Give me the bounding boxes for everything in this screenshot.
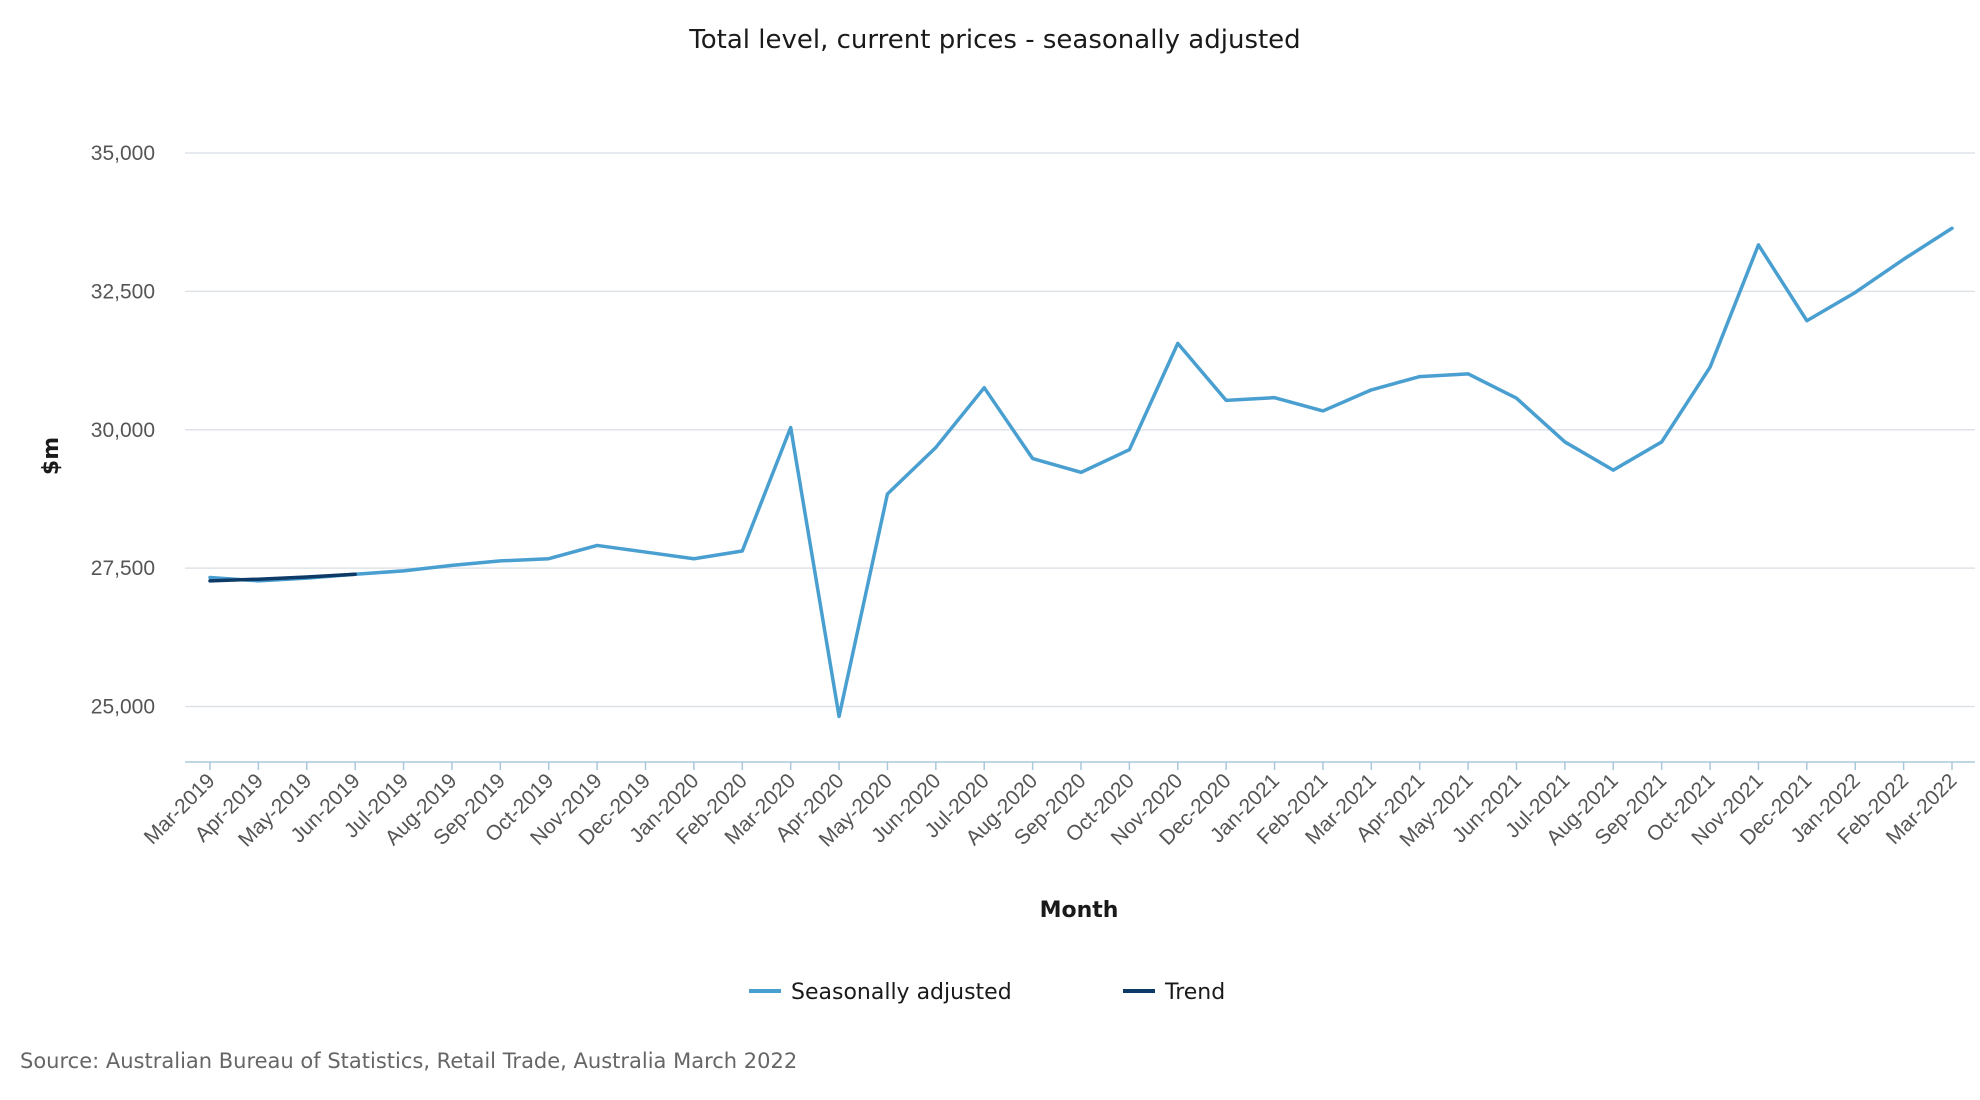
y-tick-label: 27,500 [91, 557, 155, 580]
source-note: Source: Australian Bureau of Statistics,… [20, 1049, 797, 1073]
grid-lines [185, 152, 1975, 708]
legend: Seasonally adjusted Trend [749, 980, 1225, 1005]
series-line-seasonally-adjusted [208, 226, 1954, 719]
y-tick-label: 32,500 [91, 280, 155, 303]
legend-label-seasonally-adjusted: Seasonally adjusted [791, 980, 1012, 1005]
y-tick-label: 30,000 [91, 419, 155, 442]
legend-label-trend: Trend [1164, 980, 1225, 1005]
y-axis-ticks: 25,000 27,500 30,000 32,500 35,000 [91, 142, 155, 719]
y-tick-label: 25,000 [91, 696, 155, 719]
series-lines [208, 226, 1954, 719]
x-axis-ticks: Mar-2019Apr-2019May-2019Jun-2019Jul-2019… [140, 762, 1962, 852]
chart-title: Total level, current prices - seasonally… [688, 25, 1300, 55]
y-axis-label: $m [39, 437, 64, 475]
x-axis-label: Month [1040, 898, 1119, 923]
y-tick-label: 35,000 [91, 142, 155, 165]
series-line-trend [208, 572, 357, 583]
